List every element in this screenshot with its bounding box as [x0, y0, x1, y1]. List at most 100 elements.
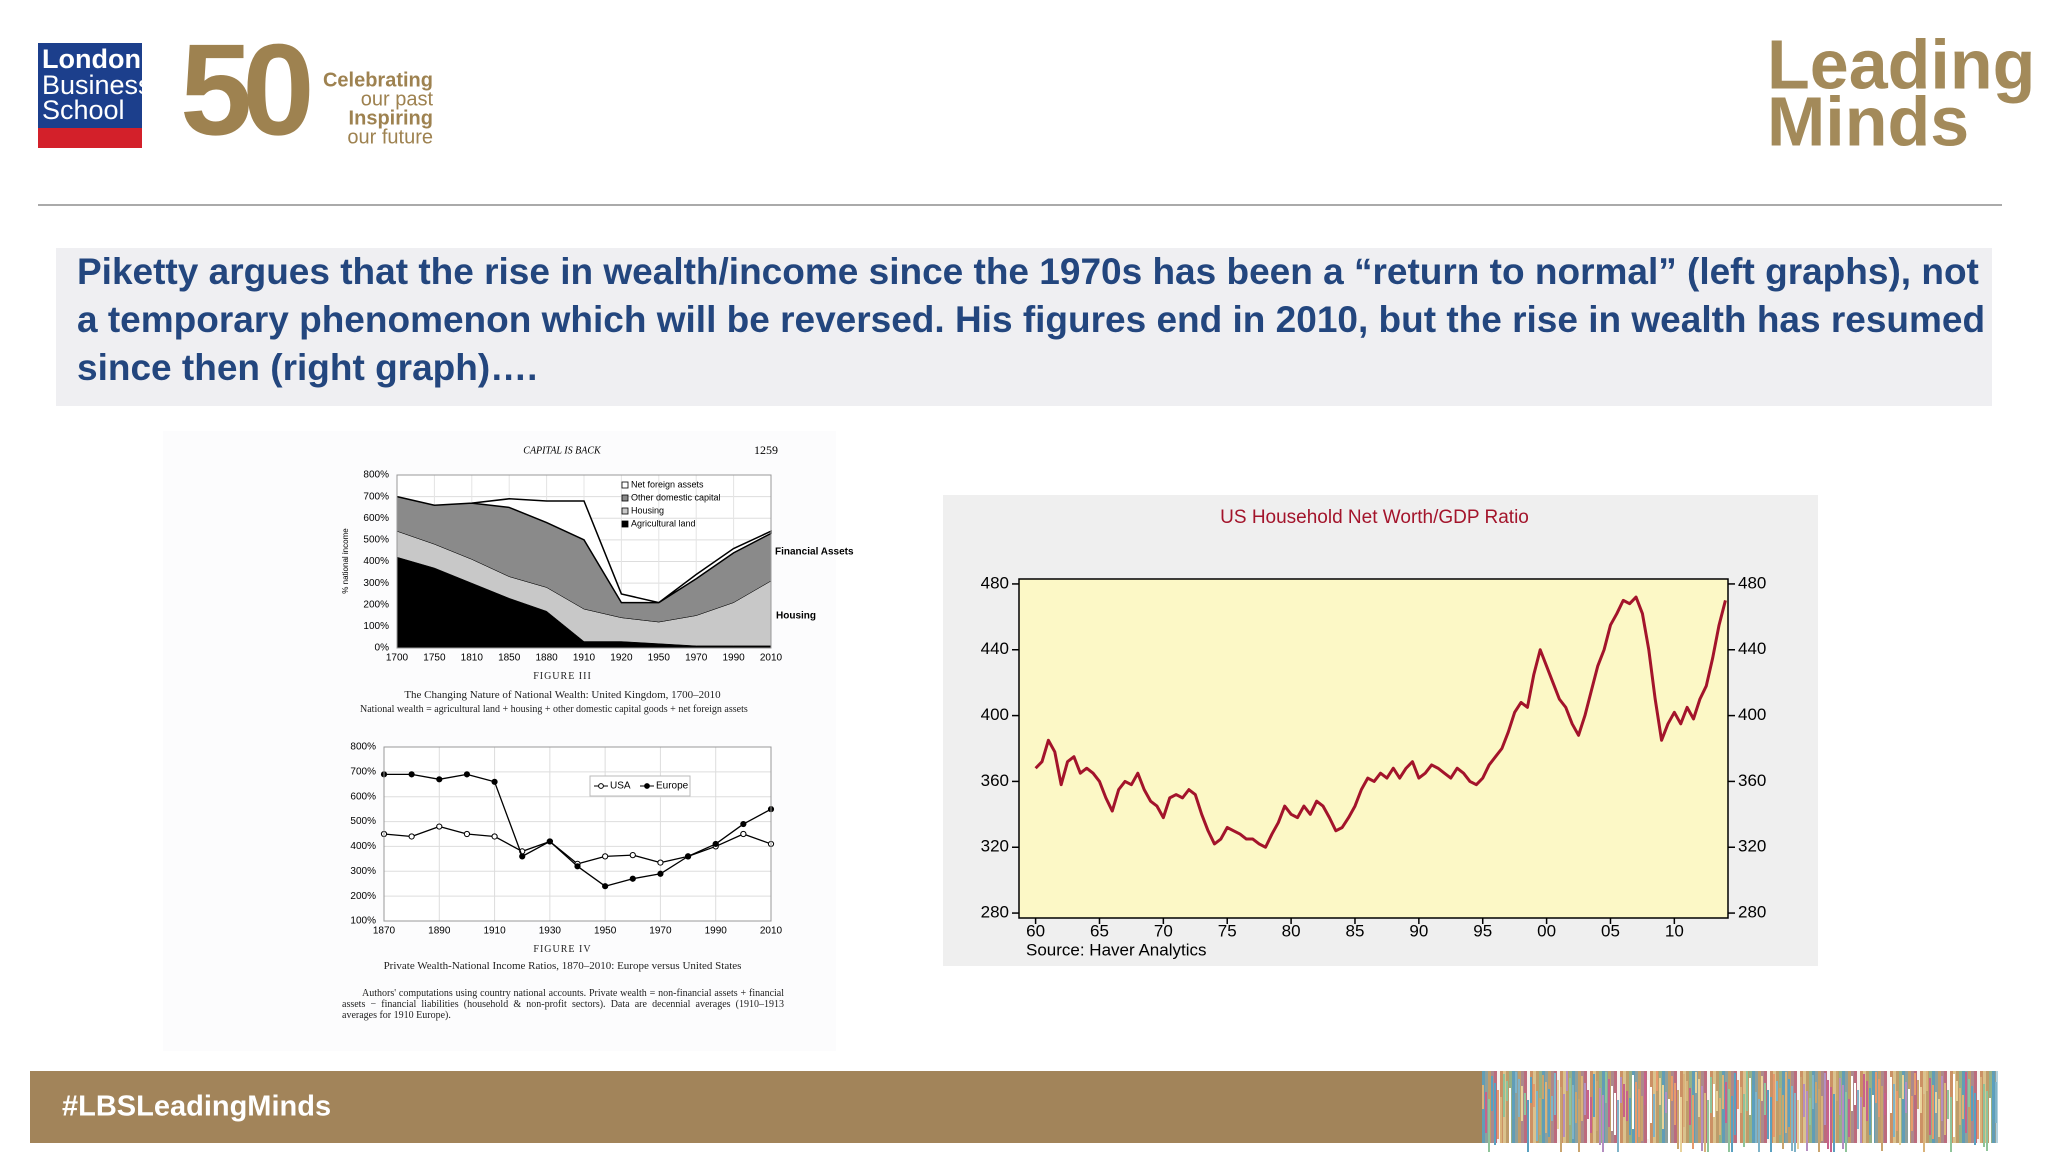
x-tick-label: 1930 — [539, 926, 562, 937]
decor-stripe — [1755, 1092, 1757, 1143]
decor-stripe — [1932, 1085, 1934, 1139]
decor-stripe — [1764, 1083, 1766, 1115]
decor-stripe — [1902, 1075, 1904, 1099]
decor-stripe — [1893, 1084, 1895, 1137]
decor-stripe — [1605, 1071, 1608, 1143]
decor-stripe — [1965, 1072, 1967, 1133]
decor-stripe — [1656, 1071, 1658, 1091]
marker — [491, 778, 498, 785]
decor-stripe — [1689, 1088, 1691, 1125]
decor-stripe — [1776, 1071, 1779, 1143]
figure-label: FIGURE IV — [533, 944, 592, 955]
y-tick-label: 320 — [981, 837, 1009, 856]
y-tick-label: 400 — [981, 705, 1009, 724]
y-tick-label: 700% — [363, 491, 389, 502]
figure-label: FIGURE III — [533, 671, 592, 682]
decor-stripe — [1554, 1073, 1556, 1115]
chart: 0% 100% 200% 300% 400% 500% 600% 700% 800% 1700 17… — [341, 443, 854, 664]
decor-stripe — [1578, 1099, 1580, 1152]
y-tick-label: 200% — [363, 599, 389, 610]
x-tick-label: 05 — [1601, 921, 1620, 940]
legend-swatch — [621, 481, 629, 489]
decor-stripe — [1974, 1093, 1976, 1145]
marker — [602, 853, 609, 860]
decor-stripe — [1620, 1077, 1622, 1103]
marker — [740, 820, 747, 828]
decor-stripe — [1836, 1071, 1839, 1143]
decor-stripe — [1662, 1085, 1664, 1129]
decor-stripe — [1923, 1094, 1925, 1152]
decor-stripe — [1788, 1079, 1790, 1127]
x-tick-label: 1950 — [594, 926, 617, 937]
decor-stripe — [1902, 1071, 1905, 1143]
decor-stripe — [1968, 1079, 1970, 1107]
decor-stripe — [1983, 1084, 1985, 1147]
brand: Leading — [1767, 25, 2035, 103]
y-tick-label: 100% — [363, 621, 389, 632]
y-tick-label: 600% — [363, 513, 389, 524]
brand: Minds — [1767, 82, 1969, 160]
decor-stripe — [1659, 1071, 1662, 1143]
decor-stripe — [1605, 1072, 1607, 1103]
decor-stripe — [1635, 1082, 1637, 1143]
decor-stripe — [1710, 1077, 1712, 1113]
marker — [629, 875, 636, 882]
decor-stripe — [1521, 1086, 1523, 1121]
decor-stripe — [1548, 1089, 1550, 1137]
decor-stripe — [1761, 1071, 1764, 1143]
logo-stripe — [38, 128, 142, 148]
decor-stripe — [1719, 1098, 1721, 1135]
tagline: our future — [347, 126, 433, 148]
y-tick-label: 480 — [981, 573, 1009, 592]
decor-stripe — [1518, 1079, 1520, 1117]
decor-stripe — [1527, 1100, 1529, 1152]
decor-stripe — [1914, 1071, 1917, 1143]
x-tick-label: 65 — [1090, 921, 1109, 940]
page-number: 1259 — [754, 443, 778, 457]
plot-frame — [383, 746, 772, 922]
decor-stripe — [1686, 1071, 1689, 1143]
figure-caption: The Changing Nature of National Wealth: … — [404, 689, 721, 701]
decor-stripe — [1854, 1071, 1857, 1143]
decor-stripe — [1863, 1074, 1865, 1107]
source: Source: Haver Analytics — [1026, 940, 1206, 959]
x-tick-label: 1910 — [573, 653, 596, 664]
decor-stripe — [1506, 1081, 1508, 1101]
x-tick-label: 1990 — [705, 926, 728, 937]
x-tick-label: 1970 — [685, 653, 708, 664]
decor-stripe — [1593, 1074, 1595, 1117]
legend-marker — [644, 783, 650, 789]
decor-stripe — [1704, 1093, 1706, 1152]
tagline: Celebrating — [323, 69, 433, 91]
decor-stripe — [1944, 1083, 1946, 1135]
legend-swatch — [621, 494, 629, 502]
decor-stripe — [1530, 1077, 1532, 1103]
decor-stripe — [1809, 1098, 1811, 1125]
decor-stripe — [1641, 1096, 1643, 1141]
annotation: Financial Assets — [775, 547, 854, 558]
decor-stripe — [1659, 1078, 1661, 1105]
y-tick-label: 300% — [350, 866, 376, 877]
x-tick-label: 95 — [1473, 921, 1492, 940]
y-tick-label-right: 400 — [1738, 705, 1766, 724]
decor-stripe — [1665, 1092, 1667, 1113]
decor-stripe — [1851, 1076, 1853, 1111]
decor-stripe — [1488, 1099, 1490, 1152]
decor-stripe — [1713, 1084, 1715, 1117]
decor-stripe — [1938, 1099, 1940, 1137]
y-tick-label-right: 320 — [1738, 837, 1766, 856]
decor-stripe — [1929, 1078, 1931, 1135]
decor-stripe — [1767, 1090, 1769, 1139]
decor-stripe — [1917, 1080, 1919, 1109]
decor-stripe — [1854, 1083, 1856, 1105]
decor-stripe — [1533, 1084, 1535, 1107]
marker — [546, 838, 553, 845]
y-tick-label: 400% — [350, 841, 376, 852]
decor-stripe — [1941, 1076, 1943, 1121]
figure-note: National wealth = agricultural land + ho… — [360, 704, 748, 715]
decor-stripe — [1848, 1099, 1850, 1137]
decor-stripe — [1542, 1071, 1545, 1143]
chart: 280 280 320 320 360 360 400 400 440 440 480 480 60 65… — [981, 507, 1767, 959]
decor-stripe — [1557, 1080, 1559, 1129]
decor-stripe — [1971, 1086, 1973, 1121]
